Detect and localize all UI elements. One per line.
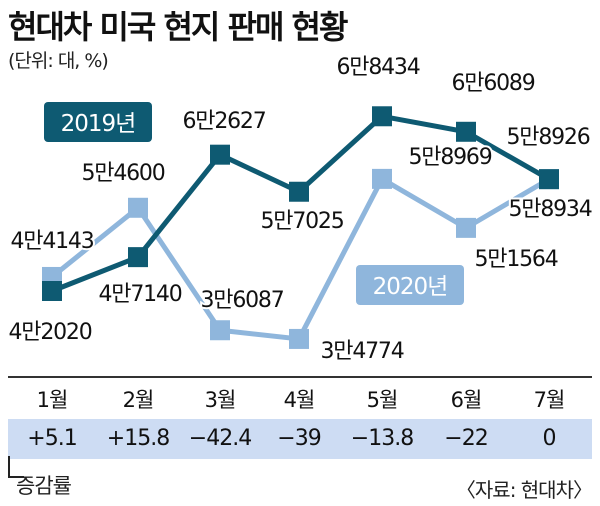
legend-box-2019: [44, 102, 152, 142]
data-point-2019: [210, 144, 230, 165]
legend-box-2020: [356, 265, 464, 305]
x-tick-label: 3월: [205, 388, 236, 412]
data-point-2019: [128, 247, 148, 268]
growth-rate-value: +15.8: [106, 426, 170, 451]
data-point-2020: [128, 197, 148, 218]
data-label: 5만8926: [506, 125, 589, 150]
data-label: 6만2627: [182, 109, 265, 134]
line-chart: 1월 2월 3월 4월 5월 6월 7월 4만2020 4만7140 6만2627 5만7025 6만…: [6, 53, 594, 412]
data-point-2019: [456, 121, 476, 142]
data-label: 4만2020: [8, 320, 91, 345]
x-tick-label: 7월: [534, 388, 565, 412]
data-point-2019: [372, 106, 392, 127]
chart-title: 현대차 미국 현지 판매 현황: [8, 8, 348, 46]
data-label: 4만4143: [10, 229, 93, 254]
data-label: 6만8434: [336, 55, 419, 80]
growth-rate-value: 0: [542, 426, 557, 451]
data-point-2020: [372, 168, 392, 189]
source-note: 〈자료: 현대차〉: [455, 478, 593, 502]
legend-label: 2020년: [373, 274, 448, 300]
x-tick-label: 4월: [284, 388, 315, 412]
data-point-2020: [210, 320, 230, 341]
x-tick-label: 1월: [37, 388, 68, 412]
growth-bracket-mark: [8, 456, 24, 478]
growth-rate-value: +5.1: [27, 426, 77, 451]
data-point-2019: [42, 281, 62, 301]
data-label: 3만4774: [320, 339, 403, 364]
legend-label: 2019년: [61, 111, 136, 137]
growth-rate-value: −22: [444, 426, 488, 451]
data-label: 5만7025: [260, 209, 343, 234]
data-label: 5만4600: [81, 161, 164, 186]
data-point-2019: [539, 169, 559, 190]
growth-rate-value: −39: [277, 426, 321, 451]
data-point-2019: [289, 181, 309, 202]
data-label: 6만6089: [451, 71, 534, 96]
growth-rate-value: −42.4: [188, 426, 252, 451]
data-point-2020: [289, 328, 309, 349]
data-label: 4만7140: [98, 282, 181, 307]
x-tick-label: 5월: [367, 388, 398, 412]
data-label: 5만8934: [508, 197, 591, 222]
x-tick-label: 6월: [451, 388, 482, 412]
x-tick-label: 2월: [123, 388, 154, 412]
data-label: 5만1564: [474, 247, 557, 272]
data-label: 3만6087: [200, 288, 283, 313]
growth-rate-value: −13.8: [350, 426, 414, 451]
data-point-2020: [456, 217, 476, 238]
unit-note: (단위: 대, %): [8, 50, 109, 72]
growth-rate-label: 증감률: [16, 474, 72, 498]
growth-rate-band: [8, 419, 592, 459]
data-label: 5만8969: [408, 145, 491, 170]
